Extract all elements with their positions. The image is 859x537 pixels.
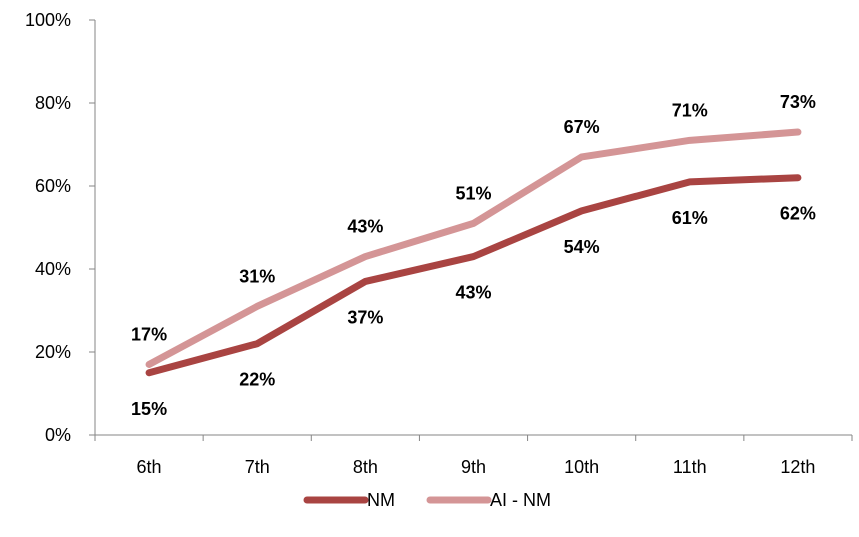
data-label: 31% [239, 266, 275, 286]
x-tick-label: 12th [780, 457, 815, 477]
axes: 0% 20% 40% 60% 80% 100% 6th 7th 8th 9th 10th 11th 12… [25, 10, 853, 477]
x-tick-label: 7th [245, 457, 270, 477]
data-label: 54% [564, 237, 600, 257]
x-tick-label: 11th [673, 457, 707, 477]
y-tick-label: 80% [35, 93, 71, 113]
data-label: 43% [347, 217, 383, 237]
legend: NM AI - NM [303, 490, 551, 510]
legend-label: AI - NM [490, 490, 551, 510]
data-label: 43% [455, 283, 491, 303]
data-label: 71% [672, 100, 708, 120]
y-tick-label: 40% [35, 259, 71, 279]
data-label: 51% [455, 183, 491, 203]
y-tick-label: 100% [25, 10, 71, 30]
x-tick-label: 8th [353, 457, 378, 477]
data-label: 67% [564, 117, 600, 137]
legend-label: NM [367, 490, 395, 510]
data-label: 15% [131, 399, 167, 419]
data-label: 17% [131, 324, 167, 344]
series-line-ai-nm [145, 128, 802, 368]
series-line-nm [145, 174, 802, 377]
data-label: 73% [780, 92, 816, 112]
x-tick-label: 10th [564, 457, 599, 477]
y-tick-label: 0% [45, 425, 71, 445]
y-tick-label: 60% [35, 176, 71, 196]
series-layer [145, 128, 802, 377]
data-label: 37% [347, 307, 383, 327]
data-label: 62% [780, 204, 816, 224]
x-tick-label: 9th [461, 457, 486, 477]
y-tick-label: 20% [35, 342, 71, 362]
x-tick-label: 6th [137, 457, 162, 477]
data-labels: 15% 22% 37% 43% 54% 61% 62% 17% 31% 43% 51% 67% 71% 7… [131, 92, 816, 419]
data-label: 22% [239, 370, 275, 390]
data-label: 61% [672, 208, 708, 228]
